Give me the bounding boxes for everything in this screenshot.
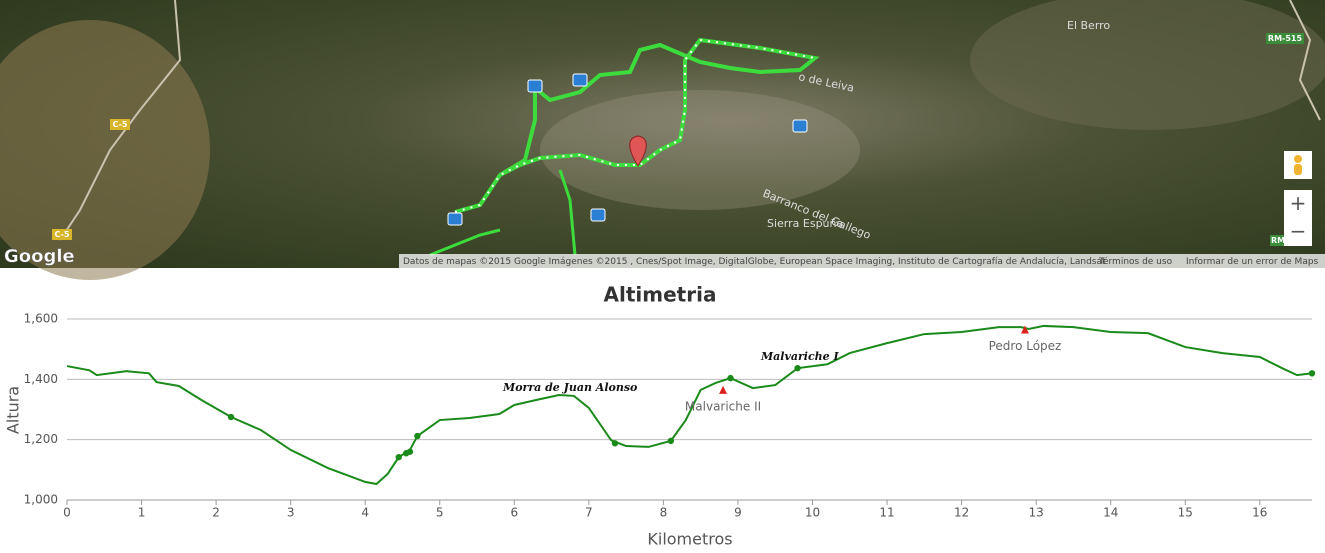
camp-icon[interactable] [792, 119, 808, 133]
x-tick-label: 11 [879, 506, 894, 520]
map[interactable]: El Berro Barranco del Gallego Sierra Esp… [0, 0, 1325, 280]
report-link[interactable]: Informar de un error de Maps [1186, 257, 1319, 267]
waypoint [395, 453, 402, 461]
x-tick-label: 6 [510, 506, 518, 520]
chart-title: Altimetria [604, 283, 717, 307]
x-tick-label: 10 [805, 506, 820, 520]
elevation-line [66, 324, 1313, 486]
x-tick-label: 5 [436, 506, 444, 520]
x-tick-label: 15 [1178, 506, 1193, 520]
location-pin[interactable] [629, 135, 647, 167]
x-tick-label: 13 [1029, 506, 1044, 520]
annotation: Malvariche I [760, 350, 839, 363]
camp-icon[interactable] [590, 208, 606, 222]
terrain-patch [540, 90, 860, 210]
x-tick-label: 12 [954, 506, 969, 520]
waypoint [611, 440, 619, 447]
x-tick-label: 4 [361, 506, 369, 520]
x-tick-label: 1 [138, 506, 146, 520]
waypoint [406, 448, 414, 455]
terrain-patch [970, 0, 1325, 130]
peak-marker [719, 385, 728, 394]
waypoint [727, 374, 734, 382]
waypoint [667, 437, 675, 445]
x-tick-label: 14 [1103, 506, 1118, 520]
attribution: Datos de mapas ©2015 Google Imágenes ©20… [403, 257, 1106, 267]
peak-label: Malvariche II [685, 399, 761, 413]
road-shield [1266, 33, 1304, 44]
waypoint [227, 413, 235, 421]
route [454, 37, 820, 214]
y-tick-label: 1,400 [24, 372, 58, 386]
place-label: Sierra Espuña [767, 217, 843, 230]
zoom-out[interactable]: − [1290, 219, 1307, 243]
x-tick-label: 7 [585, 506, 593, 520]
x-tick-label: 9 [734, 506, 742, 520]
x-tick-label: 2 [212, 506, 220, 520]
y-tick-label: 1,000 [24, 493, 58, 507]
annotation: Morra de Juan Alonso [502, 381, 637, 394]
attribution-bar [399, 254, 1325, 268]
camp-icons [447, 73, 808, 226]
camp-icon[interactable] [572, 73, 588, 87]
road-shield [52, 229, 72, 240]
terms-link[interactable]: Términos de uso [1098, 256, 1173, 267]
zoom-control [1284, 190, 1312, 246]
map-logo[interactable]: Google [4, 246, 75, 267]
zoom-in[interactable]: + [1290, 191, 1307, 215]
peak-marker [1020, 325, 1029, 334]
road-label: C-5 [55, 230, 70, 239]
y-axis-title: Altura [4, 386, 23, 434]
camp-icon[interactable] [447, 212, 463, 226]
elevation-chart: Altimetria Kilometros Altura 1,000 1,200 1… [4, 283, 1316, 549]
y-tick-label: 1,600 [24, 312, 58, 326]
waypoint [414, 432, 421, 440]
pegman-icon [1294, 155, 1302, 163]
x-axis-title: Kilometros [647, 530, 732, 549]
waypoint [794, 364, 801, 372]
road-label: C-5 [113, 120, 128, 129]
terrain-patch [0, 20, 210, 280]
place-label: El Berro [1067, 19, 1110, 32]
waypoint [1308, 370, 1316, 377]
pegman-icon [1294, 164, 1302, 175]
y-tick-label: 1,200 [24, 432, 58, 446]
peak-label: Pedro López [989, 339, 1062, 353]
road-shield [1270, 235, 1286, 246]
route-branch [429, 169, 577, 257]
x-tick-label: 16 [1252, 506, 1267, 520]
road [1289, 0, 1321, 121]
x-tick-label: 0 [63, 506, 71, 520]
x-tick-label: 3 [287, 506, 295, 520]
road-shield [110, 119, 130, 130]
road-label: RM [1271, 236, 1285, 245]
camp-icon[interactable] [527, 79, 543, 93]
x-tick-label: 8 [660, 506, 668, 520]
road-label: RM-515 [1268, 34, 1303, 43]
